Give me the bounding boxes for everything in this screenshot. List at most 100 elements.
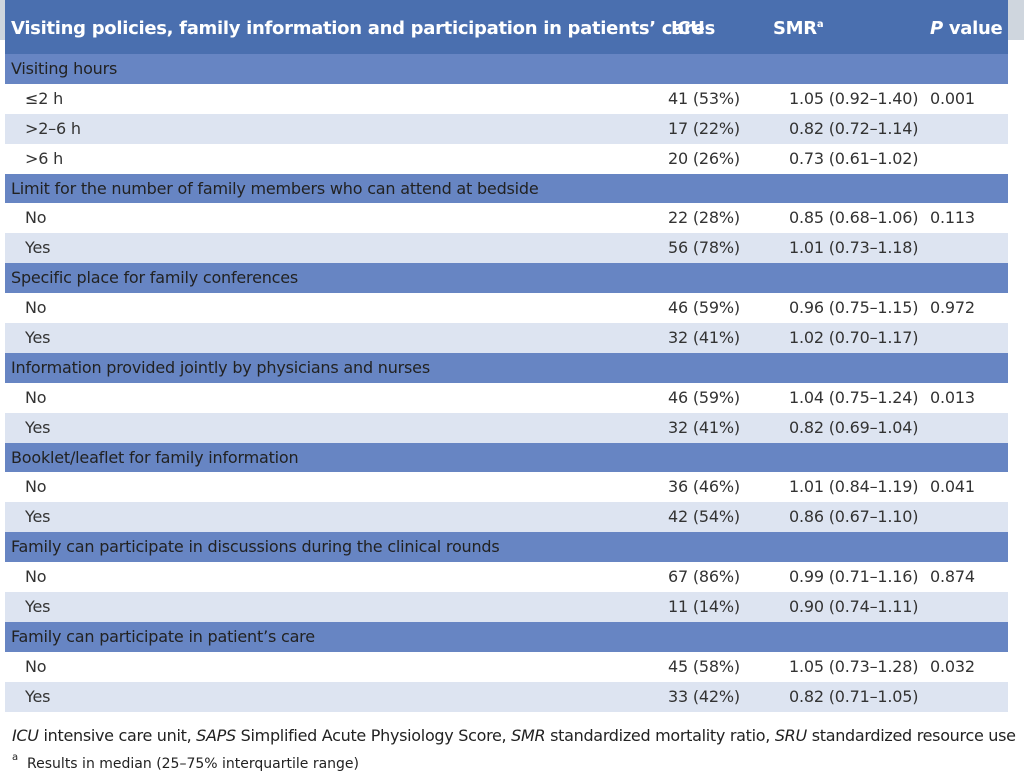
table-group-row: Booklet/leaflet for family information (5, 442, 1008, 473)
row-label: No (25, 656, 47, 676)
table-group-row: Information provided jointly by physicia… (5, 352, 1008, 383)
row-label: Yes (25, 238, 51, 258)
row-label: No (25, 477, 47, 497)
row-icus: 45 (58%) (668, 656, 740, 676)
footnote-a-marker: a (12, 752, 19, 763)
table-row: No 46 (59%) 0.96 (0.75–1.15) 0.972 (5, 293, 1008, 324)
row-label: ≤2 h (25, 88, 64, 108)
group-label: Specific place for family conferences (11, 268, 299, 288)
foot-abbr-smr: SMR (511, 726, 546, 745)
row-smr: 1.05 (0.73–1.28) (789, 656, 919, 676)
row-p-value: 0.041 (930, 477, 975, 497)
row-smr: 0.73 (0.61–1.02) (789, 148, 919, 168)
foot-text-saps: Simplified Acute Physiology Score, (235, 726, 512, 745)
row-icus: 46 (59%) (668, 298, 740, 318)
table-row: No 46 (59%) 1.04 (0.75–1.24) 0.013 (5, 382, 1008, 413)
row-icus: 17 (22%) (668, 118, 740, 138)
table-row: Yes 42 (54%) 0.86 (0.67–1.10) (5, 502, 1008, 533)
group-label: Family can participate in patient’s care (11, 626, 315, 646)
row-smr: 0.99 (0.71–1.16) (789, 567, 919, 587)
table-row: Yes 11 (14%) 0.90 (0.74–1.11) (5, 592, 1008, 622)
table-group-row: Family can participate in patient’s care (5, 621, 1008, 652)
row-label: Yes (25, 597, 51, 617)
header-p-value: P value (930, 0, 1003, 58)
group-label: Visiting hours (11, 59, 118, 78)
right-edge-bar (1008, 0, 1024, 40)
left-edge-bar (0, 0, 5, 40)
table-group-row: Family can participate in discussions du… (5, 532, 1008, 563)
row-icus: 11 (14%) (668, 597, 740, 617)
row-label: >2–6 h (25, 118, 81, 138)
group-label: Information provided jointly by physicia… (11, 357, 430, 377)
row-smr: 0.82 (0.71–1.05) (789, 686, 919, 706)
row-icus: 36 (46%) (668, 477, 740, 497)
row-icus: 33 (42%) (668, 686, 740, 706)
table-row: No 36 (46%) 1.01 (0.84–1.19) 0.041 (5, 472, 1008, 503)
row-p-value: 0.113 (930, 208, 975, 228)
row-label: >6 h (25, 148, 64, 168)
foot-text-sru: standardized resource use (806, 726, 1016, 745)
row-smr: 1.01 (0.84–1.19) (789, 477, 919, 497)
group-label: Family can participate in discussions du… (11, 537, 500, 557)
row-icus: 46 (59%) (668, 387, 740, 407)
header-smr: SMRa (773, 0, 824, 58)
footnote-a-text: Results in median (25–75% interquartile … (27, 756, 360, 772)
row-label: No (25, 208, 47, 228)
header-icus: ICUs (671, 18, 716, 39)
row-p-value: 0.972 (930, 298, 975, 318)
group-label: Booklet/leaflet for family information (11, 447, 299, 467)
row-label: Yes (25, 328, 51, 348)
foot-abbr-saps: SAPS (196, 726, 236, 745)
footnote-abbreviations: ICU intensive care unit, SAPS Simplified… (12, 726, 1016, 745)
row-smr: 0.86 (0.67–1.10) (789, 507, 919, 527)
row-icus: 56 (78%) (668, 238, 740, 258)
table-row: No 45 (58%) 1.05 (0.73–1.28) 0.032 (5, 651, 1008, 682)
row-label: No (25, 387, 47, 407)
row-smr: 0.96 (0.75–1.15) (789, 298, 919, 318)
table-row: >6 h 20 (26%) 0.73 (0.61–1.02) (5, 143, 1008, 174)
header-p-italic: P (930, 18, 943, 39)
policies-table: Visiting policies, family information an… (5, 0, 1008, 712)
row-icus: 41 (53%) (668, 88, 740, 108)
table-group-row: Limit for the number of family members w… (5, 173, 1008, 204)
foot-text-icu: intensive care unit, (38, 726, 197, 745)
row-label: Yes (25, 417, 51, 437)
table-row: >2–6 h 17 (22%) 0.82 (0.72–1.14) (5, 113, 1008, 144)
row-icus: 32 (41%) (668, 328, 740, 348)
row-smr: 0.82 (0.69–1.04) (789, 417, 919, 437)
table-row: Yes 32 (41%) 0.82 (0.69–1.04) (5, 412, 1008, 443)
header-p-rest: value (942, 18, 1003, 39)
row-p-value: 0.013 (930, 387, 975, 407)
row-icus: 22 (28%) (668, 208, 740, 228)
row-smr: 0.90 (0.74–1.11) (789, 597, 919, 617)
header-smr-sup: a (816, 19, 824, 30)
row-smr: 1.05 (0.92–1.40) (789, 88, 919, 108)
header-smr-text: SMR (773, 18, 817, 39)
row-p-value: 0.001 (930, 88, 975, 108)
row-smr: 0.85 (0.68–1.06) (789, 208, 919, 228)
table-group-row: Specific place for family conferences (5, 263, 1008, 294)
row-label: No (25, 298, 47, 318)
table-body: Visiting hours ≤2 h 41 (53%) 1.05 (0.92–1.4… (5, 54, 1008, 712)
row-label: No (25, 567, 47, 587)
table-row: Yes 32 (41%) 1.02 (0.70–1.17) (5, 323, 1008, 353)
row-smr: 0.82 (0.72–1.14) (789, 118, 919, 138)
foot-abbr-icu: ICU (12, 726, 39, 745)
footnote-a: a Results in median (25–75% interquartil… (12, 752, 360, 772)
row-p-value: 0.032 (930, 656, 975, 676)
header-title: Visiting policies, family information an… (11, 18, 705, 39)
row-p-value: 0.874 (930, 567, 975, 587)
table-row: No 22 (28%) 0.85 (0.68–1.06) 0.113 (5, 203, 1008, 234)
table-row: Yes 33 (42%) 0.82 (0.71–1.05) (5, 681, 1008, 712)
row-icus: 20 (26%) (668, 148, 740, 168)
row-icus: 32 (41%) (668, 417, 740, 437)
row-smr: 1.04 (0.75–1.24) (789, 387, 919, 407)
table-row: Yes 56 (78%) 1.01 (0.73–1.18) (5, 233, 1008, 264)
table-group-row: Visiting hours (5, 54, 1008, 84)
table-row: ≤2 h 41 (53%) 1.05 (0.92–1.40) 0.001 (5, 83, 1008, 114)
row-label: Yes (25, 686, 51, 706)
group-label: Limit for the number of family members w… (11, 178, 539, 198)
row-smr: 1.01 (0.73–1.18) (789, 238, 919, 258)
table-header: Visiting policies, family information an… (5, 0, 1008, 54)
row-icus: 42 (54%) (668, 507, 740, 527)
